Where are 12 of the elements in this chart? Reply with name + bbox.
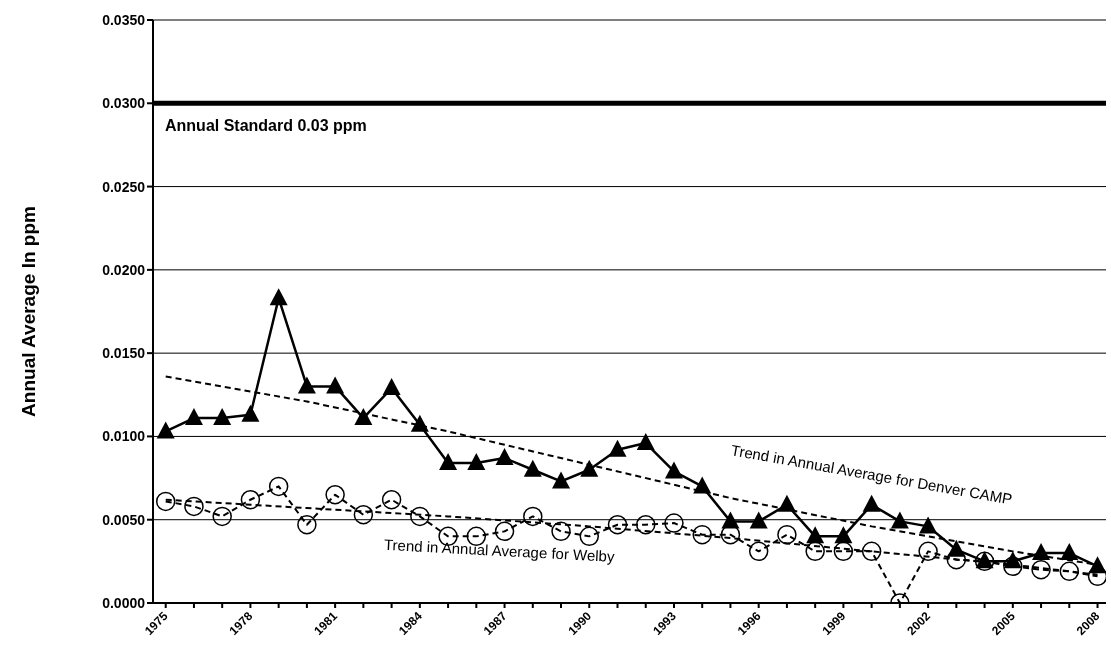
y-tick-label: 0.0200 xyxy=(102,261,146,278)
y-axis-title: Annual Average In ppm xyxy=(17,206,39,417)
text: Trend in Annual Average for Denver CAMP xyxy=(729,441,1014,508)
y-tick-label: 0.0350 xyxy=(102,11,146,28)
y-tick-label: 0.0050 xyxy=(102,511,146,528)
y-tick-label: 0.0100 xyxy=(102,428,146,445)
series-label: Trend in Annual Average for Welby xyxy=(383,535,616,565)
y-tick-label: 0.0150 xyxy=(102,345,146,362)
y-tick-label: 0.0000 xyxy=(102,594,146,611)
y-tick-label: 0.0300 xyxy=(102,95,146,112)
y-tick-label: 0.0250 xyxy=(102,178,146,195)
ref-line-label: Annual Standard 0.03 ppm xyxy=(165,117,367,135)
